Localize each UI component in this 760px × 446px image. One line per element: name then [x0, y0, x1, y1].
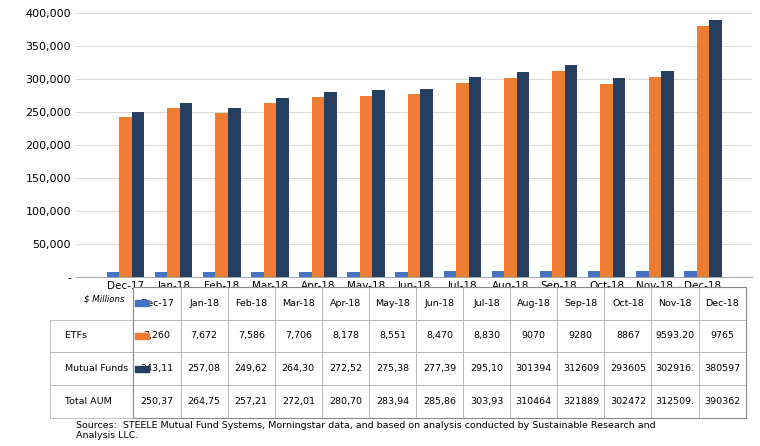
Bar	[203, 272, 216, 277]
Bar	[395, 272, 408, 277]
Bar	[709, 20, 722, 277]
Bar	[325, 92, 337, 277]
Bar	[492, 271, 504, 277]
Bar	[697, 26, 709, 277]
Bar	[180, 103, 192, 277]
Bar	[517, 72, 529, 277]
Bar	[228, 107, 240, 277]
Bar	[565, 65, 578, 277]
Bar	[134, 287, 746, 418]
Bar	[444, 271, 456, 277]
Bar	[135, 333, 149, 339]
Bar	[420, 89, 433, 277]
Bar	[119, 117, 131, 277]
Bar	[251, 272, 264, 277]
Bar	[504, 78, 517, 277]
Bar	[553, 71, 565, 277]
Bar	[613, 78, 625, 277]
Bar	[264, 103, 276, 277]
Bar	[135, 366, 149, 372]
Bar	[216, 112, 228, 277]
Bar	[588, 271, 600, 277]
Bar	[299, 272, 312, 277]
Bar	[408, 94, 420, 277]
Bar	[276, 98, 289, 277]
Bar	[456, 83, 469, 277]
Bar	[372, 90, 385, 277]
Bar	[540, 271, 553, 277]
Bar	[167, 107, 180, 277]
Text: Sources:  STEELE Mutual Fund Systems, Morningstar data, and based on analysis co: Sources: STEELE Mutual Fund Systems, Mor…	[76, 421, 656, 441]
Bar	[131, 112, 144, 277]
Bar	[155, 272, 167, 277]
Bar	[636, 271, 648, 277]
Bar	[312, 98, 325, 277]
Bar	[347, 272, 359, 277]
Bar	[359, 95, 372, 277]
Text: $ Millions: $ Millions	[84, 295, 125, 304]
Bar	[469, 77, 481, 277]
Bar	[661, 71, 673, 277]
Bar	[684, 271, 697, 277]
Bar	[600, 83, 613, 277]
Bar	[106, 273, 119, 277]
Bar	[135, 300, 149, 306]
Bar	[648, 78, 661, 277]
